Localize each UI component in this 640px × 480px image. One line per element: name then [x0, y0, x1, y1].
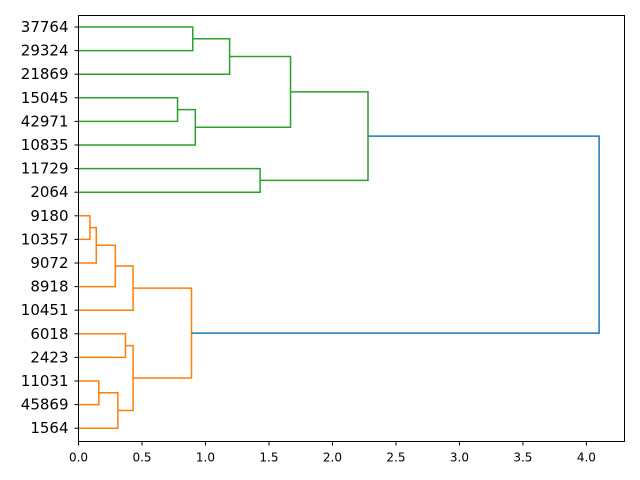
leaf-labels: 37764 29324 21869 15045 42971 10835 11729 2064 9…	[21, 18, 79, 437]
leaf-label: 1564	[30, 419, 68, 437]
x-tick-label: 2.5	[386, 451, 405, 465]
dendrogram-link-m17	[191, 135, 600, 334]
leaf-label: 42971	[21, 112, 69, 130]
plot-frame	[78, 15, 625, 442]
x-tick-label: 1.5	[259, 451, 278, 465]
x-tick-label: 0.0	[69, 451, 88, 465]
x-tick-label: 1.0	[196, 451, 215, 465]
leaf-label: 2064	[30, 183, 68, 201]
leaf-label: 8918	[30, 278, 68, 296]
x-tick-label: 3.5	[513, 451, 532, 465]
leaf-label: 45869	[21, 396, 69, 414]
x-tick-label: 4.0	[577, 451, 596, 465]
x-tick-label: 0.5	[132, 451, 151, 465]
leaf-label: 6018	[30, 325, 68, 343]
x-tick-label: 2.0	[323, 451, 342, 465]
leaf-label: 10451	[21, 301, 69, 319]
leaf-label: 9180	[30, 207, 68, 225]
leaf-label: 29324	[21, 42, 69, 60]
leaf-label: 21869	[21, 65, 69, 83]
x-tick-label: 3.0	[450, 451, 469, 465]
leaf-label: 11729	[21, 160, 69, 178]
leaf-label: 10835	[21, 136, 69, 154]
leaf-label: 10357	[21, 230, 69, 248]
leaf-label: 11031	[21, 372, 69, 390]
leaf-label: 15045	[21, 89, 69, 107]
leaf-label: 9072	[30, 254, 68, 272]
x-axis-ticks: 0.0 0.5 1.0 1.5 2.0 2.5 3.0 3.5 4.0	[69, 441, 596, 465]
dendrogram-links	[78, 26, 600, 429]
leaf-label: 2423	[30, 348, 68, 366]
leaf-label: 37764	[21, 18, 69, 36]
